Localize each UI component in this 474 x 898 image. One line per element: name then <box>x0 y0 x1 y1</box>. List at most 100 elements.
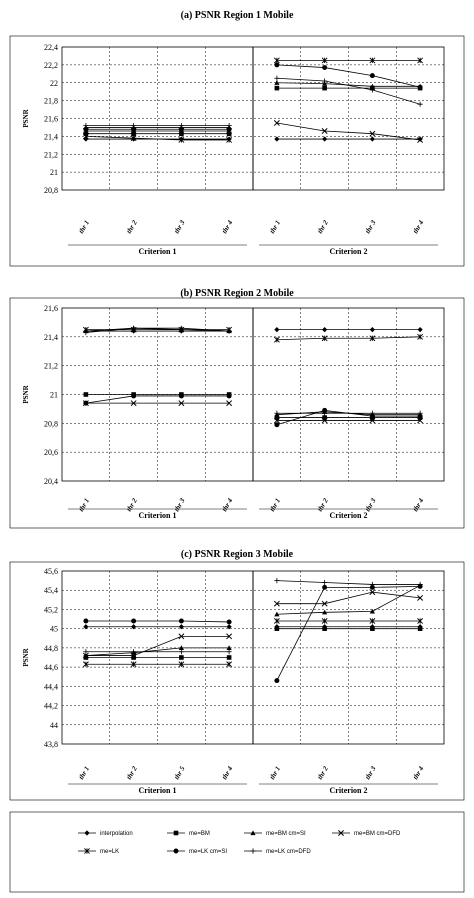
series-line <box>276 64 421 88</box>
y-tick-label: 44,6 <box>44 663 58 672</box>
legend-item: me=BM cm=SI <box>244 830 306 837</box>
data-point <box>417 626 423 631</box>
y-tick-label: 45,6 <box>44 567 58 576</box>
series-me-lk-cm-dfd <box>83 75 423 129</box>
data-point <box>322 85 327 91</box>
data-point <box>369 413 375 419</box>
panel-frame <box>9 35 465 267</box>
data-point <box>83 329 89 336</box>
legend-label: me=LK cm=DFD <box>266 849 311 855</box>
series-line <box>276 591 421 605</box>
data-point <box>369 136 375 142</box>
data-point <box>226 126 232 132</box>
y-tick-label: 45 <box>50 625 58 634</box>
chart-title: (b) PSNR Region 2 Mobile <box>180 288 294 299</box>
y-axis-label: PSNR <box>22 384 30 403</box>
data-point <box>273 57 280 64</box>
chart-panel-3: (c) PSNR Region 3 Mobile 43,8 44 44,2 44,4 44… <box>9 549 465 801</box>
y-tick-label: 44,4 <box>44 682 58 691</box>
y-tick-label: 44,2 <box>44 702 58 711</box>
legend-item: me=LK <box>78 848 119 855</box>
data-point <box>131 123 137 129</box>
x-tick-label: thr 2 <box>316 765 330 781</box>
data-point <box>226 131 232 136</box>
data-point <box>179 655 184 660</box>
series-me-bm-cm-dfd <box>82 589 424 659</box>
y-tick-label: 21,6 <box>44 304 58 313</box>
data-point <box>273 336 280 343</box>
y-axis-label: PSNR <box>22 647 30 666</box>
data-point <box>178 327 184 333</box>
data-point <box>417 327 423 333</box>
data-point <box>178 400 185 407</box>
series-me-bm-cm-si <box>83 582 423 658</box>
series-line <box>85 327 230 333</box>
data-point <box>417 410 423 416</box>
data-point <box>274 75 280 81</box>
x-tick-label: thr 4 <box>220 219 234 235</box>
data-point <box>369 589 376 596</box>
legend-item: me=LK cm=SI <box>167 848 227 855</box>
data-point <box>369 417 376 424</box>
legend-item: me=LK cm=DFD <box>244 848 311 855</box>
y-tick-label: 44,8 <box>44 644 58 653</box>
legend-marker <box>173 830 179 836</box>
series-me-lk <box>82 57 424 143</box>
data-point <box>322 609 328 615</box>
data-point <box>83 123 89 129</box>
data-point <box>130 135 137 142</box>
data-point <box>226 633 233 640</box>
group-label: Criterion 1 <box>139 511 177 520</box>
data-point <box>83 618 89 624</box>
data-point <box>178 645 184 650</box>
data-point <box>322 415 327 420</box>
data-point <box>417 594 424 601</box>
x-tick-label: thr 3 <box>364 219 378 235</box>
series-me-lk-cm-dfd <box>83 325 423 416</box>
data-point <box>369 87 375 93</box>
legend-marker <box>84 848 90 854</box>
data-point <box>321 417 328 424</box>
series-me-lk <box>82 618 424 668</box>
series-line <box>276 585 421 615</box>
series-me-lk-cm-si <box>83 583 423 684</box>
data-point <box>321 128 328 134</box>
data-point <box>178 393 184 399</box>
x-tick-label: thr 2 <box>125 765 139 781</box>
chart-title: (a) PSNR Region 1 Mobile <box>181 10 294 21</box>
x-tick-label: thr 2 <box>125 497 139 513</box>
data-point <box>83 392 89 397</box>
y-tick-label: 20,8 <box>44 186 58 195</box>
data-point <box>369 584 375 590</box>
data-point <box>274 327 280 333</box>
x-tick-label: thr 4 <box>220 497 234 513</box>
data-point <box>274 611 280 617</box>
data-point <box>322 136 328 142</box>
series-line <box>276 77 421 105</box>
x-tick-label: thr 1 <box>77 219 91 235</box>
data-point <box>369 73 375 79</box>
x-tick-label: thr 2 <box>316 497 330 513</box>
data-point <box>226 393 232 399</box>
data-point <box>369 581 375 588</box>
data-point <box>369 335 376 342</box>
data-point <box>226 624 232 630</box>
legend-marker <box>250 848 256 854</box>
legend-item: interpolation <box>78 830 133 837</box>
data-point <box>321 600 328 607</box>
data-point <box>274 578 280 584</box>
x-tick-label: thr 1 <box>268 765 282 781</box>
y-tick-label: 44 <box>50 721 58 730</box>
group-label: Criterion 2 <box>330 247 368 256</box>
y-tick-label: 21,6 <box>44 115 58 124</box>
data-point <box>274 415 280 420</box>
data-point <box>321 618 328 624</box>
data-point <box>131 655 136 660</box>
y-tick-label: 22,2 <box>44 61 58 70</box>
data-point <box>130 661 137 668</box>
series-line <box>85 620 230 623</box>
data-point <box>369 83 375 89</box>
data-point <box>321 57 328 64</box>
data-point <box>322 327 328 333</box>
data-point <box>82 661 89 668</box>
